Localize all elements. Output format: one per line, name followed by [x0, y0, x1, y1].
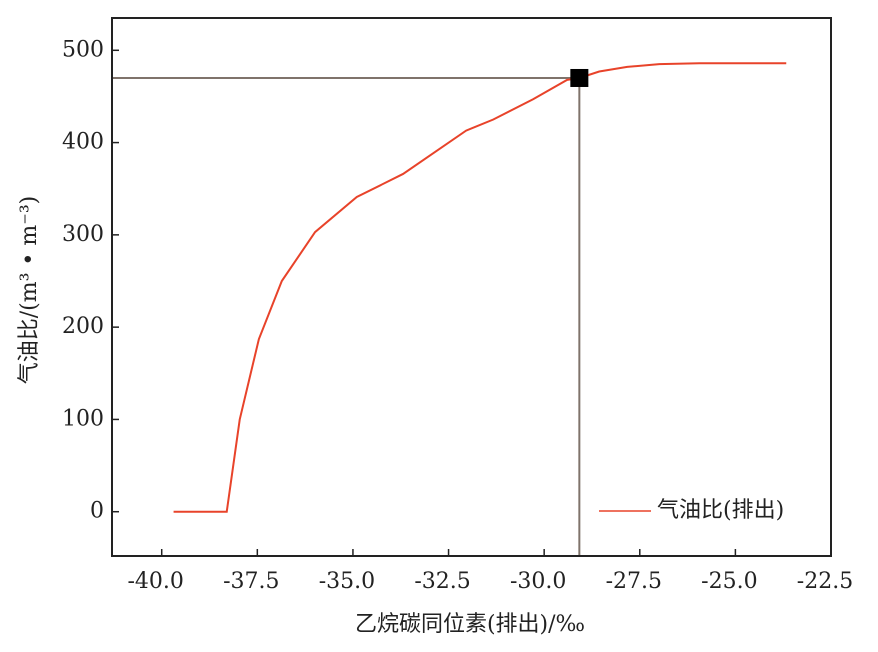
y-tick-label: 400 — [62, 130, 104, 155]
y-tick-label: 100 — [62, 406, 104, 431]
x-tick-label: -40.0 — [128, 569, 184, 594]
y-tick-label: 200 — [62, 314, 104, 339]
x-tick-label: -22.5 — [797, 569, 853, 594]
x-tick-label: -30.0 — [510, 569, 566, 594]
y-tick-label: 300 — [62, 222, 104, 247]
x-tick-label: -25.0 — [701, 569, 757, 594]
marker-point — [570, 68, 589, 87]
y-axis-label: 气油比/(m³ • m⁻³) — [17, 196, 42, 385]
y-tick-label: 500 — [62, 37, 104, 62]
x-tick-label: -37.5 — [223, 569, 279, 594]
legend-label: 气油比(排出) — [657, 498, 784, 523]
plot-frame — [111, 17, 832, 557]
x-tick-label: -27.5 — [606, 569, 662, 594]
x-tick-label: -32.5 — [414, 569, 470, 594]
data-line — [173, 62, 787, 513]
x-tick-label: -35.0 — [319, 569, 375, 594]
y-tick-label: 0 — [90, 499, 104, 524]
x-axis-label: 乙烷碳同位素(排出)/‰ — [355, 612, 585, 637]
